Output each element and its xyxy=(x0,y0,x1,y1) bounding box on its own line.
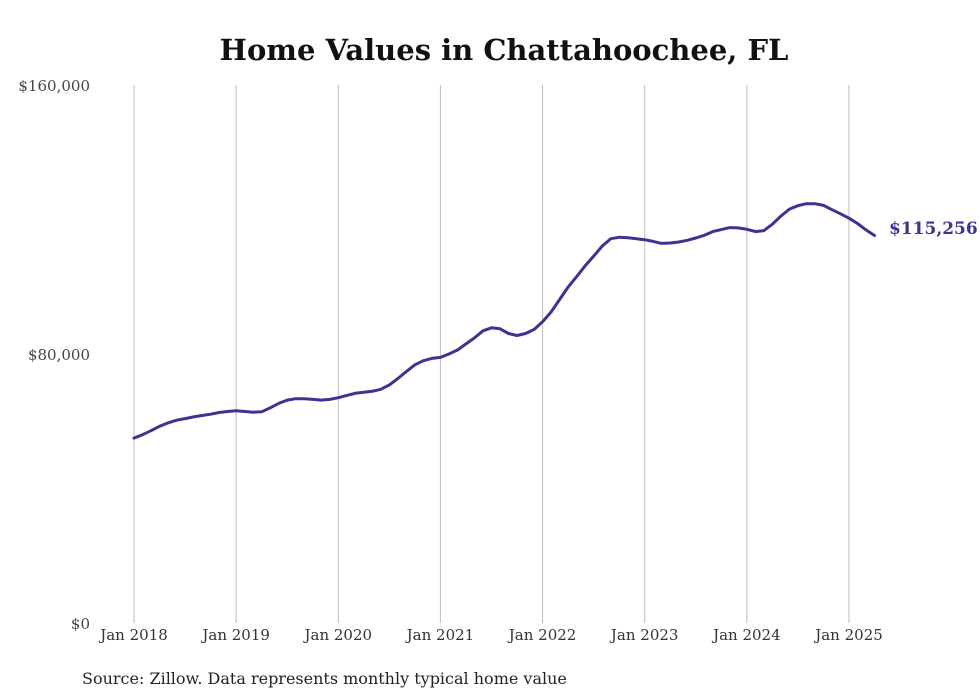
x-tick-label: Jan 2024 xyxy=(711,626,781,644)
y-tick-label: $160,000 xyxy=(18,77,90,95)
x-tick-label: Jan 2020 xyxy=(303,626,373,644)
x-gridlines xyxy=(133,85,850,623)
y-axis-ticks: $0 $80,000 $160,000 xyxy=(18,77,90,633)
x-tick-label: Jan 2022 xyxy=(507,626,577,644)
y-tick-label: $0 xyxy=(71,615,90,633)
x-axis-ticks: Jan 2018 Jan 2019 Jan 2020 Jan 2021 Jan 2022… xyxy=(98,626,883,644)
end-value-label: $115,256 xyxy=(889,219,978,239)
series-line-home-value xyxy=(132,202,876,440)
source-note: Source: Zillow. Data represents monthly … xyxy=(82,669,567,688)
x-tick-label: Jan 2021 xyxy=(405,626,475,644)
x-tick-label: Jan 2023 xyxy=(609,626,679,644)
y-tick-label: $80,000 xyxy=(28,346,90,364)
chart-title: Home Values in Chattahoochee, FL xyxy=(220,33,789,67)
x-tick-label: Jan 2018 xyxy=(98,626,168,644)
x-tick-label: Jan 2025 xyxy=(813,626,883,644)
x-tick-label: Jan 2019 xyxy=(200,626,270,644)
